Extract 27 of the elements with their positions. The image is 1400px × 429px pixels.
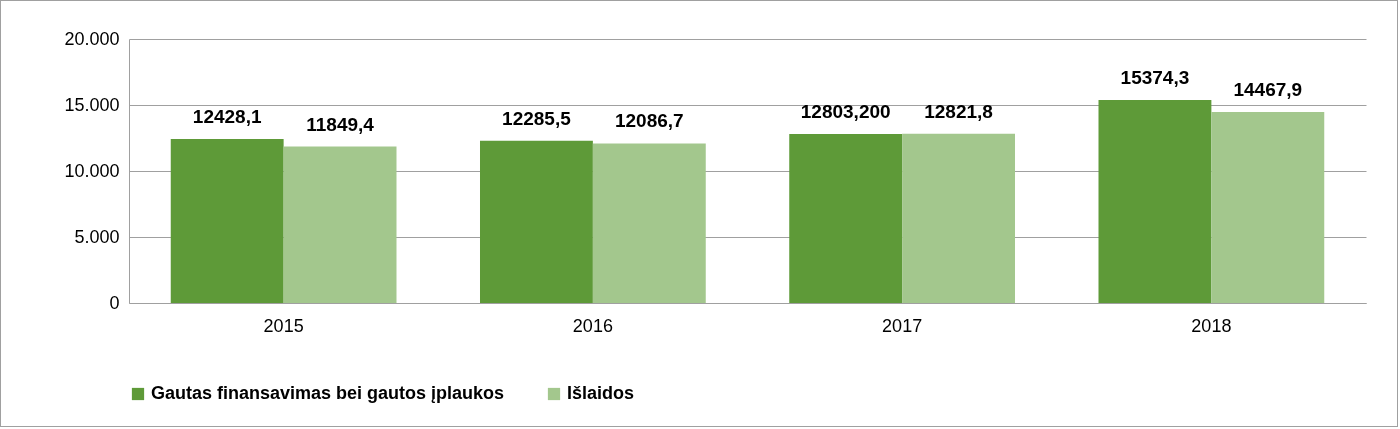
y-tick-label: 20.000 (64, 28, 120, 49)
x-tick-label: 2015 (263, 315, 304, 336)
data-label: 14467,9 (1233, 79, 1303, 101)
data-label: 15374,3 (1120, 67, 1190, 89)
data-label: 12803,200 (800, 101, 891, 122)
bar (789, 134, 903, 303)
y-tick-label: 5.000 (74, 226, 120, 247)
x-tick-label: 2017 (882, 315, 923, 336)
x-tick-label: 2016 (572, 315, 613, 336)
y-tick-label: 10.000 (64, 160, 120, 181)
bar (592, 143, 706, 303)
bar (1211, 112, 1325, 303)
data-label: 12821,8 (924, 100, 993, 122)
legend-label: Gautas finansavimas bei gautos įplaukos (151, 383, 505, 403)
bar (480, 140, 593, 303)
legend-label: Išlaidos (567, 383, 635, 403)
bar (283, 146, 397, 303)
bar (902, 133, 1015, 303)
x-tick-label: 2018 (1191, 315, 1232, 336)
bar (1098, 100, 1212, 303)
data-label: 12428,1 (192, 105, 262, 127)
y-tick-label: 15.000 (64, 94, 120, 115)
data-label: 12285,5 (502, 107, 572, 129)
data-label: 11849,4 (306, 113, 375, 135)
bar (170, 138, 284, 303)
data-label: 12086,7 (614, 110, 684, 132)
y-tick-label: 0 (109, 292, 120, 313)
